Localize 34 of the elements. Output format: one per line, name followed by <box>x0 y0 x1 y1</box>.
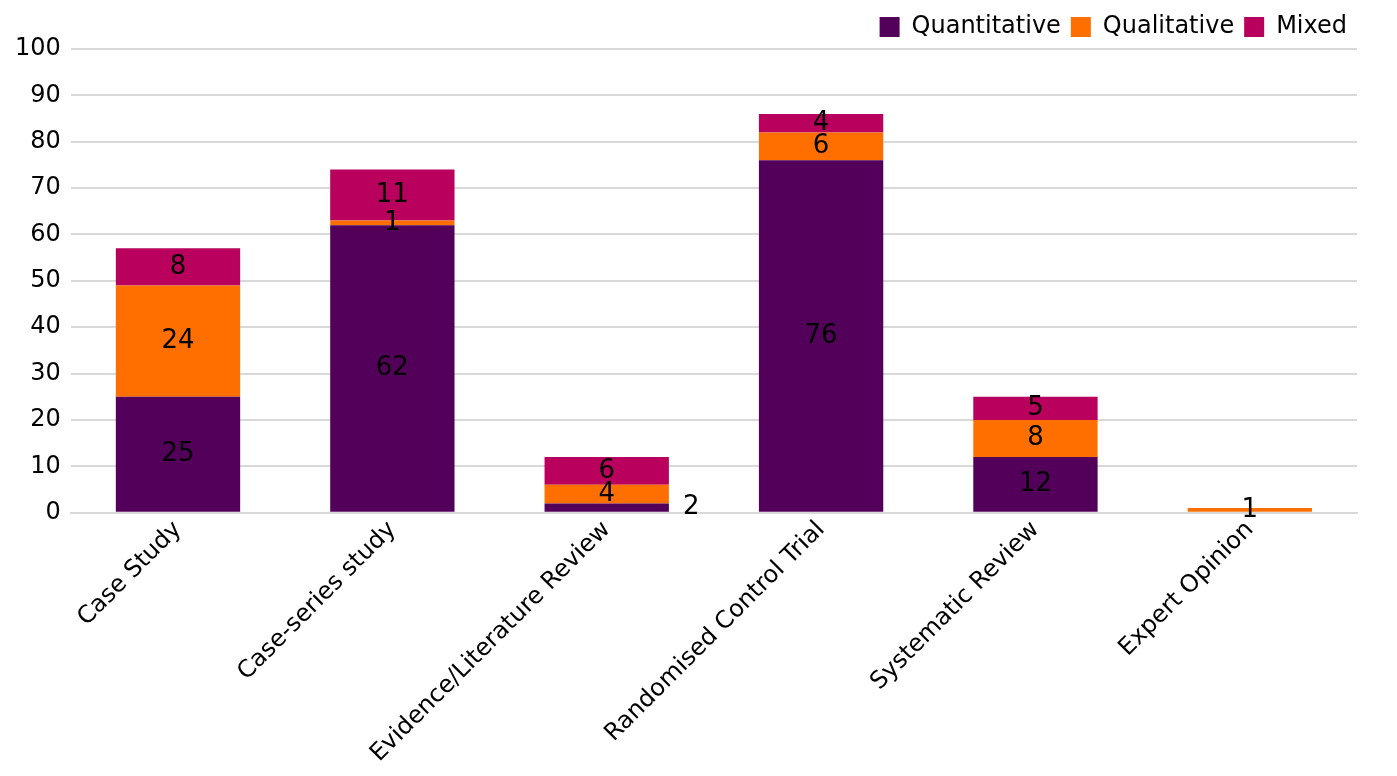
bar <box>544 503 669 512</box>
y-tick-label: 70 <box>30 172 61 201</box>
data-label: 11 <box>375 177 409 208</box>
data-label: 8 <box>1027 421 1044 452</box>
y-tick-label: 90 <box>30 79 61 108</box>
y-tick-label: 20 <box>30 404 61 433</box>
data-label: 5 <box>1027 391 1044 422</box>
y-tick-label: 80 <box>30 125 61 154</box>
data-label: 8 <box>169 249 187 280</box>
data-label: 1 <box>384 205 401 236</box>
bar <box>758 160 884 512</box>
data-label: 2 <box>682 490 700 521</box>
data-label: 12 <box>1018 467 1052 498</box>
y-tick-label: 60 <box>30 218 61 247</box>
y-tick-label: 0 <box>45 496 61 525</box>
bar <box>973 457 1098 512</box>
legend-label: Qualitative <box>1102 11 1235 40</box>
bar <box>758 132 884 161</box>
data-label: 76 <box>804 318 838 349</box>
y-tick-label: 50 <box>30 265 61 294</box>
y-tick-label: 40 <box>30 311 61 340</box>
data-label: 25 <box>161 436 195 467</box>
y-tick-label: 100 <box>15 33 61 62</box>
bar <box>115 248 241 286</box>
data-label: 24 <box>161 323 195 354</box>
y-tick-label: 10 <box>30 450 61 479</box>
bar <box>973 419 1098 458</box>
bar <box>115 285 241 397</box>
y-tick-label: 30 <box>30 357 61 386</box>
bar <box>115 396 241 512</box>
data-label: 62 <box>375 351 409 382</box>
legend-label: Quantitative <box>911 11 1061 40</box>
bar <box>973 396 1098 420</box>
legend-label: Mixed <box>1276 11 1347 40</box>
